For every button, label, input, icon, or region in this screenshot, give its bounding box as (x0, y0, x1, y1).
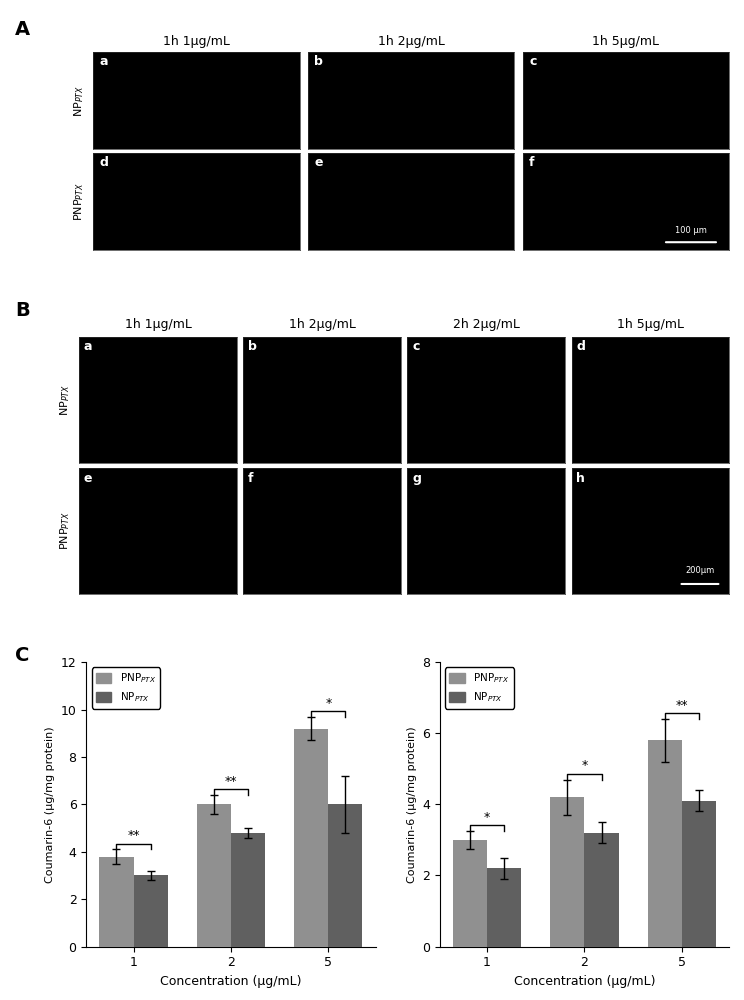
Text: **: ** (225, 775, 237, 788)
Bar (487, 868, 522, 947)
Text: c: c (412, 340, 420, 353)
Text: b: b (315, 55, 323, 68)
Text: NP$_{PTX}$: NP$_{PTX}$ (58, 384, 72, 416)
Text: c: c (529, 55, 536, 68)
Text: e: e (84, 472, 92, 485)
Text: g: g (412, 472, 421, 485)
Text: *: * (484, 811, 490, 824)
Text: 1h 5μg/mL: 1h 5μg/mL (617, 318, 684, 331)
X-axis label: Concentration (μg/mL): Concentration (μg/mL) (514, 975, 655, 988)
Text: C: C (15, 646, 29, 665)
Bar (682, 801, 716, 947)
Text: f: f (529, 156, 535, 169)
Bar (585, 833, 618, 947)
Text: d: d (100, 156, 109, 169)
Text: a: a (84, 340, 92, 353)
Text: e: e (315, 156, 323, 169)
Legend: PNP$_{PTX}$, NP$_{PTX}$: PNP$_{PTX}$, NP$_{PTX}$ (92, 667, 160, 709)
Text: 1h 2μg/mL: 1h 2μg/mL (378, 35, 445, 48)
Bar (100, 857, 133, 947)
Text: PNP$_{PTX}$: PNP$_{PTX}$ (58, 512, 72, 550)
Text: NP$_{PTX}$: NP$_{PTX}$ (72, 85, 86, 117)
Text: f: f (248, 472, 254, 485)
Text: A: A (15, 20, 30, 39)
Bar (197, 804, 231, 947)
Text: PNP$_{PTX}$: PNP$_{PTX}$ (72, 182, 86, 221)
Bar (231, 833, 265, 947)
Text: d: d (577, 340, 585, 353)
X-axis label: Concentration (μg/mL): Concentration (μg/mL) (160, 975, 301, 988)
Text: **: ** (676, 699, 688, 712)
Text: h: h (577, 472, 585, 485)
Text: 200μm: 200μm (685, 566, 714, 575)
Text: **: ** (127, 829, 140, 842)
Text: B: B (15, 301, 30, 320)
Bar (133, 875, 167, 947)
Y-axis label: Coumarin-6 (μg/mg protein): Coumarin-6 (μg/mg protein) (406, 726, 417, 883)
Text: 2h 2μg/mL: 2h 2μg/mL (453, 318, 519, 331)
Text: 1h 1μg/mL: 1h 1μg/mL (163, 35, 230, 48)
Bar (551, 797, 585, 947)
Bar (648, 740, 682, 947)
Bar (294, 729, 328, 947)
Text: *: * (325, 697, 332, 710)
Bar (453, 840, 487, 947)
Text: 1h 2μg/mL: 1h 2μg/mL (289, 318, 356, 331)
Text: 1h 5μg/mL: 1h 5μg/mL (592, 35, 659, 48)
Text: b: b (248, 340, 257, 353)
Text: a: a (100, 55, 108, 68)
Text: 1h 1μg/mL: 1h 1μg/mL (124, 318, 191, 331)
Text: *: * (581, 759, 588, 772)
Bar (328, 804, 362, 947)
Text: 100 μm: 100 μm (675, 226, 707, 235)
Y-axis label: Coumarin-6 (μg/mg protein): Coumarin-6 (μg/mg protein) (45, 726, 55, 883)
Legend: PNP$_{PTX}$, NP$_{PTX}$: PNP$_{PTX}$, NP$_{PTX}$ (445, 667, 513, 709)
